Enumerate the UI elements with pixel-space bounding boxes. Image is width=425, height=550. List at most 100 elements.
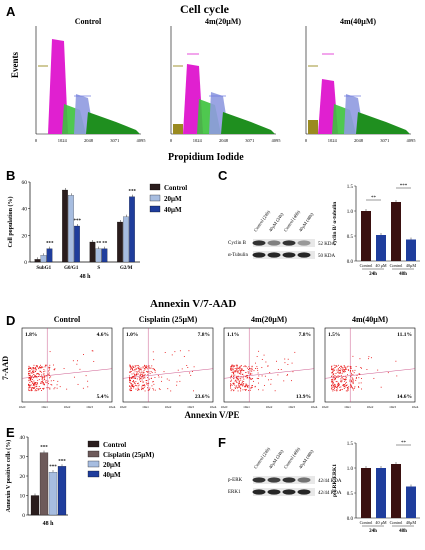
- d-event-dot: [236, 386, 238, 388]
- d-event-dot: [265, 361, 267, 363]
- d-tick-label: 10e3: [288, 405, 295, 409]
- d-event-dot: [143, 388, 144, 390]
- d-event-dot: [236, 364, 238, 366]
- b-legend-swatch: [149, 205, 161, 213]
- f-kda-label: 42/44 KDA: [318, 491, 342, 496]
- d-event-dot: [234, 370, 236, 372]
- d-event-dot: [351, 387, 353, 389]
- d-event-dot: [77, 383, 79, 385]
- d-tick-label: 10e4: [109, 405, 116, 409]
- d-event-dot: [331, 372, 333, 373]
- histogram-tail: [86, 112, 140, 134]
- d-event-dot: [336, 369, 338, 371]
- d-event-dot: [142, 375, 144, 377]
- d-event-dot: [235, 370, 237, 372]
- d-event-dot: [139, 369, 141, 371]
- d-event-dot: [336, 386, 338, 388]
- d-event-dot: [339, 372, 341, 373]
- d-event-dot: [237, 368, 239, 369]
- d-event-dot: [131, 385, 133, 387]
- d-event-dot: [28, 377, 29, 379]
- d-event-dot: [258, 350, 260, 352]
- d-event-dot: [139, 371, 141, 373]
- d-event-dot: [373, 377, 375, 379]
- d-event-dot: [237, 375, 239, 377]
- d-event-dot: [144, 374, 146, 375]
- d-event-dot: [40, 367, 42, 369]
- d-event-dot: [153, 368, 155, 370]
- d-event-dot: [137, 365, 139, 366]
- histogram-tail: [356, 112, 410, 134]
- d-event-dot: [240, 390, 242, 392]
- d-event-dot: [32, 388, 34, 389]
- d-event-dot: [136, 385, 138, 387]
- d-event-dot: [333, 383, 335, 385]
- d-event-dot: [129, 379, 130, 381]
- d-event-dot: [43, 384, 45, 386]
- d-event-dot: [133, 387, 135, 389]
- d-event-dot: [51, 384, 53, 386]
- d-event-dot: [50, 376, 52, 378]
- d-event-dot: [240, 368, 242, 370]
- d-event-dot: [30, 387, 32, 388]
- d-event-dot: [341, 369, 343, 371]
- d-plot-frame: [223, 327, 315, 403]
- f-group-label: 24h: [369, 529, 377, 534]
- d-event-dot: [53, 364, 54, 366]
- d-event-dot: [49, 351, 51, 353]
- d-event-dot: [336, 365, 337, 367]
- d-event-dot: [34, 385, 36, 387]
- d-event-dot: [230, 379, 232, 381]
- d-event-dot: [42, 388, 44, 390]
- d-event-dot: [44, 378, 45, 380]
- d-event-dot: [332, 389, 334, 391]
- d-tick-label: 10e0: [19, 405, 26, 409]
- d-event-dot: [158, 376, 160, 378]
- d-event-dot: [129, 375, 130, 377]
- d-event-dot: [249, 368, 251, 370]
- d-event-dot: [42, 382, 44, 384]
- d-event-dot: [153, 359, 155, 361]
- d-event-dot: [28, 371, 30, 373]
- d-event-dot: [256, 377, 258, 379]
- d-event-dot: [340, 379, 342, 381]
- histogram-subtitle: 4m(40μM): [340, 17, 376, 26]
- d-event-dot: [249, 389, 251, 391]
- d-event-dot: [161, 380, 163, 382]
- d-event-dot: [35, 371, 36, 373]
- d-event-dot: [250, 370, 252, 372]
- d-event-dot: [336, 366, 338, 368]
- d-event-dot: [292, 371, 294, 373]
- d-event-dot: [232, 364, 234, 366]
- d-event-dot: [28, 379, 30, 381]
- d-quadrant-lr: 23.6%: [195, 394, 210, 400]
- d-event-dot: [130, 389, 132, 391]
- d-event-dot: [287, 373, 288, 375]
- d-event-dot: [352, 379, 354, 381]
- b-bar: [95, 248, 102, 263]
- d-event-dot: [44, 366, 46, 368]
- d-event-dot: [36, 373, 38, 375]
- d-event-dot: [340, 386, 342, 388]
- d-event-dot: [247, 386, 249, 388]
- d-event-dot: [352, 355, 354, 357]
- d-event-dot: [277, 374, 279, 376]
- b-y-tick-label: 0: [24, 260, 27, 266]
- d-event-dot: [345, 367, 347, 369]
- d-event-dot: [243, 378, 245, 380]
- d-event-dot: [240, 383, 242, 385]
- d-event-dot: [350, 372, 352, 374]
- d-event-dot: [249, 378, 251, 380]
- histogram-tick-label: 3071: [380, 138, 389, 143]
- c-y-tick-label: 0.0: [347, 260, 354, 265]
- d-event-dot: [37, 373, 39, 375]
- d-event-dot: [46, 375, 48, 377]
- d-event-dot: [140, 367, 142, 369]
- panel-f-letter: F: [218, 435, 226, 450]
- d-event-dot: [30, 370, 32, 372]
- d-event-dot: [138, 370, 140, 372]
- d-event-dot: [241, 384, 243, 386]
- d-event-dot: [257, 378, 259, 380]
- d-event-dot: [33, 383, 34, 385]
- d-event-dot: [251, 366, 253, 368]
